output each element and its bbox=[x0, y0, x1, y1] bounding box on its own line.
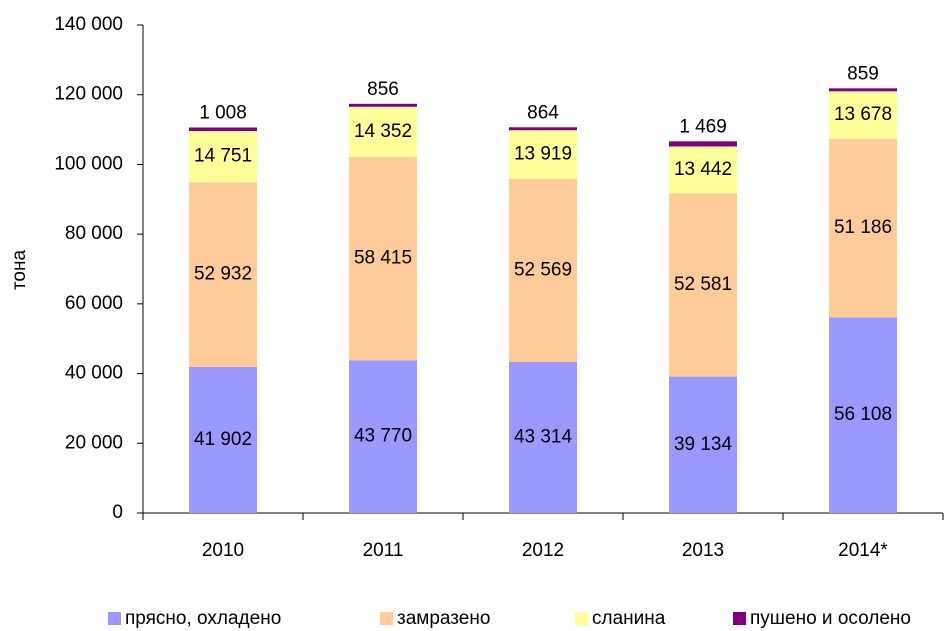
data-label: 52 569 bbox=[514, 259, 572, 280]
bar-segment bbox=[509, 130, 577, 179]
bar-segment bbox=[349, 103, 417, 107]
x-tick-label: 2014* bbox=[838, 540, 888, 561]
data-label: 43 314 bbox=[514, 427, 573, 448]
bar-segment bbox=[349, 360, 417, 513]
bar-segment bbox=[829, 88, 897, 92]
bar-segment bbox=[669, 376, 737, 513]
legend-swatch bbox=[380, 612, 393, 625]
data-label: 14 751 bbox=[194, 146, 252, 167]
legend-label: пушено и осолено bbox=[750, 608, 911, 629]
data-label: 1 008 bbox=[199, 103, 247, 124]
data-label: 51 186 bbox=[834, 217, 892, 238]
y-tick-label: 140 000 bbox=[54, 14, 123, 35]
bar-segment bbox=[189, 182, 257, 367]
y-tick-label: 40 000 bbox=[65, 363, 123, 384]
bar-segment bbox=[509, 127, 577, 131]
y-tick-label: 80 000 bbox=[65, 223, 123, 244]
data-label: 43 770 bbox=[354, 426, 412, 447]
bar-segment bbox=[509, 178, 577, 363]
y-tick-label: 100 000 bbox=[54, 153, 123, 174]
data-label: 859 bbox=[847, 63, 879, 84]
data-label: 41 902 bbox=[194, 429, 252, 450]
data-label: 13 678 bbox=[834, 104, 892, 125]
bar-segment bbox=[349, 106, 417, 157]
x-tick-label: 2010 bbox=[202, 540, 244, 561]
legend-swatch bbox=[733, 612, 746, 625]
data-label: 1 469 bbox=[679, 116, 727, 137]
data-label: 56 108 bbox=[834, 404, 892, 425]
bar-segment bbox=[349, 156, 417, 361]
legend-label: замразено bbox=[397, 608, 490, 629]
bar-segment bbox=[189, 127, 257, 132]
x-tick-label: 2013 bbox=[682, 540, 724, 561]
y-axis-label: тона bbox=[9, 250, 30, 291]
data-label: 13 442 bbox=[674, 159, 732, 180]
bar-segment bbox=[669, 141, 737, 147]
data-label: 14 352 bbox=[354, 121, 412, 142]
bar-segment bbox=[829, 317, 897, 513]
legend-swatch bbox=[108, 612, 121, 625]
bar-segment bbox=[509, 362, 577, 513]
y-tick-label: 0 bbox=[112, 502, 123, 523]
bar-segment bbox=[829, 139, 897, 318]
bar-segment bbox=[189, 366, 257, 513]
data-label: 58 415 bbox=[354, 248, 412, 269]
bar-segment bbox=[669, 193, 737, 377]
bar-segment bbox=[829, 91, 897, 140]
data-label: 52 581 bbox=[674, 274, 732, 295]
data-label: 13 919 bbox=[514, 144, 572, 165]
data-label: 856 bbox=[367, 79, 399, 100]
bar-segment bbox=[669, 146, 737, 194]
x-tick-label: 2012 bbox=[522, 540, 564, 561]
data-label: 52 932 bbox=[194, 264, 252, 285]
x-tick-label: 2011 bbox=[363, 540, 404, 561]
bar-segment bbox=[189, 131, 257, 183]
legend-label: сланина bbox=[592, 608, 666, 629]
data-label: 39 134 bbox=[674, 434, 733, 455]
legend-label: прясно, охладено bbox=[125, 608, 281, 629]
y-tick-label: 20 000 bbox=[65, 432, 123, 453]
legend-swatch bbox=[575, 612, 588, 625]
y-tick-label: 60 000 bbox=[65, 293, 123, 314]
y-tick-label: 120 000 bbox=[54, 84, 123, 105]
data-label: 864 bbox=[527, 102, 559, 123]
